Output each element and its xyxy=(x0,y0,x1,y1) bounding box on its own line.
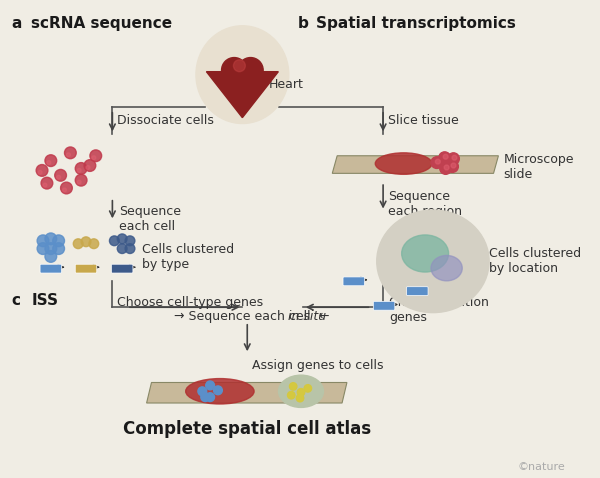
Circle shape xyxy=(81,237,91,247)
Ellipse shape xyxy=(377,210,489,313)
Circle shape xyxy=(45,243,56,254)
Circle shape xyxy=(238,57,263,83)
FancyBboxPatch shape xyxy=(112,264,133,273)
Circle shape xyxy=(45,155,56,166)
Circle shape xyxy=(75,174,87,186)
Circle shape xyxy=(37,243,49,254)
Circle shape xyxy=(297,389,305,396)
Ellipse shape xyxy=(375,153,432,174)
Circle shape xyxy=(45,250,56,262)
FancyBboxPatch shape xyxy=(0,4,586,471)
Text: Spatial transcriptomics: Spatial transcriptomics xyxy=(316,16,515,31)
Polygon shape xyxy=(206,72,278,118)
Circle shape xyxy=(289,383,297,390)
Circle shape xyxy=(125,244,135,253)
FancyBboxPatch shape xyxy=(407,287,428,295)
Circle shape xyxy=(36,164,48,176)
Circle shape xyxy=(206,393,215,402)
FancyBboxPatch shape xyxy=(343,277,365,286)
Circle shape xyxy=(75,163,87,174)
Circle shape xyxy=(90,150,101,162)
Circle shape xyxy=(47,161,51,164)
Circle shape xyxy=(53,235,65,247)
Circle shape xyxy=(431,157,443,168)
FancyBboxPatch shape xyxy=(373,301,395,310)
Text: Assign genes to cells: Assign genes to cells xyxy=(252,359,383,372)
Text: Sequence
each cell: Sequence each cell xyxy=(119,205,181,233)
Circle shape xyxy=(62,188,67,192)
Ellipse shape xyxy=(401,235,449,272)
Circle shape xyxy=(45,233,56,245)
Circle shape xyxy=(117,244,127,253)
Circle shape xyxy=(117,234,127,244)
Text: Choose location
genes: Choose location genes xyxy=(389,295,489,324)
Circle shape xyxy=(41,177,53,189)
Circle shape xyxy=(214,386,223,395)
Text: ←: ← xyxy=(319,310,329,323)
Circle shape xyxy=(56,175,61,179)
Text: Cells clustered
by type: Cells clustered by type xyxy=(142,243,234,271)
Text: Sequence
each region: Sequence each region xyxy=(388,190,462,218)
Text: Dissociate cells: Dissociate cells xyxy=(117,114,214,127)
Circle shape xyxy=(84,160,96,172)
Text: Slice tissue: Slice tissue xyxy=(388,114,459,127)
Text: Heart: Heart xyxy=(269,78,304,91)
Circle shape xyxy=(452,155,457,160)
Circle shape xyxy=(201,393,209,402)
Circle shape xyxy=(77,168,81,173)
Circle shape xyxy=(89,239,99,249)
Circle shape xyxy=(61,182,73,194)
Text: in situ: in situ xyxy=(289,310,326,323)
Circle shape xyxy=(77,180,81,184)
Polygon shape xyxy=(146,382,347,403)
Text: ISS: ISS xyxy=(31,293,58,307)
Circle shape xyxy=(444,165,449,170)
Text: → Sequence each cell: → Sequence each cell xyxy=(174,310,314,323)
Circle shape xyxy=(448,153,460,164)
Text: Choose cell-type genes: Choose cell-type genes xyxy=(117,295,263,308)
Circle shape xyxy=(443,154,448,159)
Text: scRNA sequence: scRNA sequence xyxy=(31,16,172,31)
FancyBboxPatch shape xyxy=(75,264,97,273)
Circle shape xyxy=(67,153,70,157)
Polygon shape xyxy=(332,156,499,174)
Text: c: c xyxy=(12,293,21,307)
Circle shape xyxy=(287,391,295,399)
Circle shape xyxy=(53,243,65,254)
Circle shape xyxy=(436,159,440,164)
Circle shape xyxy=(55,169,67,181)
Circle shape xyxy=(296,394,304,402)
Circle shape xyxy=(65,147,76,159)
Text: Complete spatial cell atlas: Complete spatial cell atlas xyxy=(123,420,371,438)
Circle shape xyxy=(221,57,247,83)
Ellipse shape xyxy=(431,255,462,281)
Text: b: b xyxy=(298,16,309,31)
Circle shape xyxy=(198,387,206,396)
Ellipse shape xyxy=(278,375,323,407)
Circle shape xyxy=(109,236,119,246)
Circle shape xyxy=(38,171,42,174)
Circle shape xyxy=(43,183,47,187)
Circle shape xyxy=(37,235,49,247)
Circle shape xyxy=(439,152,451,163)
Circle shape xyxy=(125,236,135,246)
Circle shape xyxy=(446,161,458,173)
Circle shape xyxy=(451,163,456,168)
Circle shape xyxy=(304,385,311,392)
Circle shape xyxy=(206,381,215,390)
Text: ©nature: ©nature xyxy=(517,462,565,472)
Text: Cells clustered
by location: Cells clustered by location xyxy=(488,247,581,275)
Circle shape xyxy=(92,156,96,160)
Circle shape xyxy=(73,239,83,249)
FancyBboxPatch shape xyxy=(40,264,62,273)
Circle shape xyxy=(86,165,90,169)
Circle shape xyxy=(233,60,245,72)
Text: a: a xyxy=(12,16,22,31)
Text: Microscope
slide: Microscope slide xyxy=(503,153,574,181)
Ellipse shape xyxy=(196,26,289,123)
Circle shape xyxy=(440,163,452,174)
Ellipse shape xyxy=(185,379,254,404)
